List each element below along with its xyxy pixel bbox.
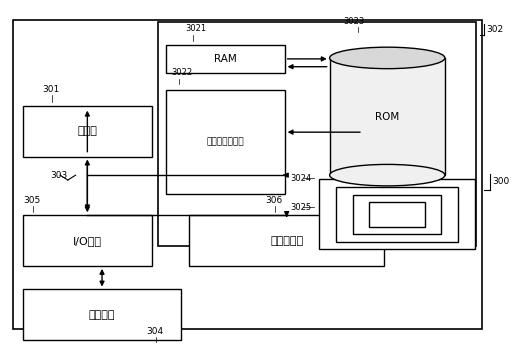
Text: 305: 305 — [23, 196, 40, 205]
Text: 301: 301 — [42, 85, 60, 94]
Bar — [189, 215, 385, 266]
Bar — [330, 58, 445, 175]
Text: 3022: 3022 — [172, 69, 193, 77]
Text: 302: 302 — [486, 25, 503, 34]
Text: 外部设备: 外部设备 — [89, 310, 115, 320]
Text: 3024: 3024 — [290, 174, 312, 183]
Text: 网络适配器: 网络适配器 — [270, 236, 303, 246]
Text: 306: 306 — [265, 196, 283, 205]
Ellipse shape — [330, 164, 445, 186]
Text: 303: 303 — [50, 171, 68, 180]
Text: ROM: ROM — [375, 111, 399, 122]
Text: 处理器: 处理器 — [77, 126, 97, 136]
Ellipse shape — [330, 47, 445, 69]
Text: 3025: 3025 — [290, 203, 312, 212]
Bar — [165, 45, 285, 73]
Bar — [353, 195, 441, 234]
Bar — [336, 187, 458, 242]
Bar — [319, 179, 475, 249]
Bar — [23, 289, 181, 340]
Bar — [165, 90, 285, 194]
Text: 3023: 3023 — [344, 17, 365, 26]
Bar — [158, 22, 476, 246]
Bar — [13, 20, 482, 329]
Text: 高速缓存存储器: 高速缓存存储器 — [206, 138, 244, 146]
Bar — [23, 215, 152, 266]
Text: RAM: RAM — [214, 54, 237, 64]
Text: 3021: 3021 — [185, 24, 206, 33]
Bar — [23, 106, 152, 156]
Text: 304: 304 — [146, 327, 163, 337]
Text: I/O接口: I/O接口 — [73, 236, 102, 246]
Text: 300: 300 — [493, 178, 510, 187]
Bar — [369, 201, 425, 227]
